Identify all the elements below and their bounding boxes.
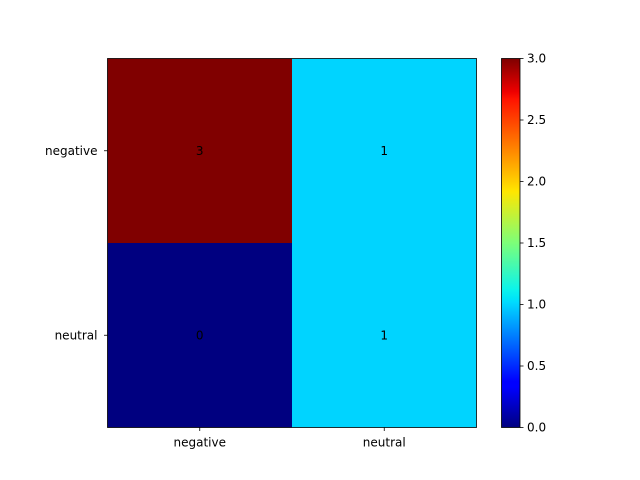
x-tick-label: negative [174, 436, 226, 450]
cell-value-label: 3 [196, 144, 204, 158]
colorbar: 0.0 0.5 1.0 1.5 2.0 2.5 3.0 [501, 52, 546, 435]
colorbar-tick-label: 0.5 [527, 359, 546, 373]
colorbar-gradient [501, 58, 520, 428]
colorbar-tick-label: 0.0 [527, 421, 546, 435]
heatmap-plot-area: 3 1 0 1 negative neutral negative neutral [45, 58, 477, 450]
colorbar-tick-label: 2.0 [527, 175, 546, 189]
colorbar-tick-label: 3.0 [527, 52, 546, 66]
heatmap-cell [292, 243, 477, 428]
heatmap-cell [292, 58, 477, 243]
colorbar-tick-label: 1.0 [527, 298, 546, 312]
colorbar-tick-label: 2.5 [527, 113, 546, 127]
heatmap-cell [107, 58, 292, 243]
y-tick-label: negative [45, 144, 97, 158]
x-tick-label: neutral [363, 436, 406, 450]
colorbar-tick-label: 1.5 [527, 236, 546, 250]
cell-value-label: 0 [196, 328, 204, 342]
heatmap-cell [107, 243, 292, 428]
cell-value-label: 1 [380, 144, 388, 158]
cell-value-label: 1 [380, 328, 388, 342]
plot-frame [107, 58, 477, 428]
y-tick-label: neutral [55, 328, 98, 342]
